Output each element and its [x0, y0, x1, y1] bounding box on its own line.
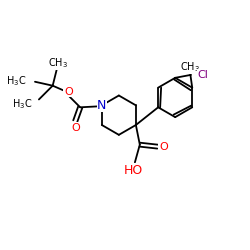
Text: H$_3$C: H$_3$C	[12, 98, 32, 111]
Text: CH$_3$: CH$_3$	[180, 60, 200, 74]
Text: H$_3$C: H$_3$C	[6, 74, 26, 88]
Text: CH$_3$: CH$_3$	[48, 56, 68, 70]
Text: O: O	[159, 142, 168, 152]
Text: O: O	[64, 86, 73, 97]
Text: HO: HO	[123, 164, 142, 177]
Text: Cl: Cl	[198, 70, 209, 80]
Text: O: O	[71, 123, 80, 133]
Text: N: N	[97, 99, 106, 112]
